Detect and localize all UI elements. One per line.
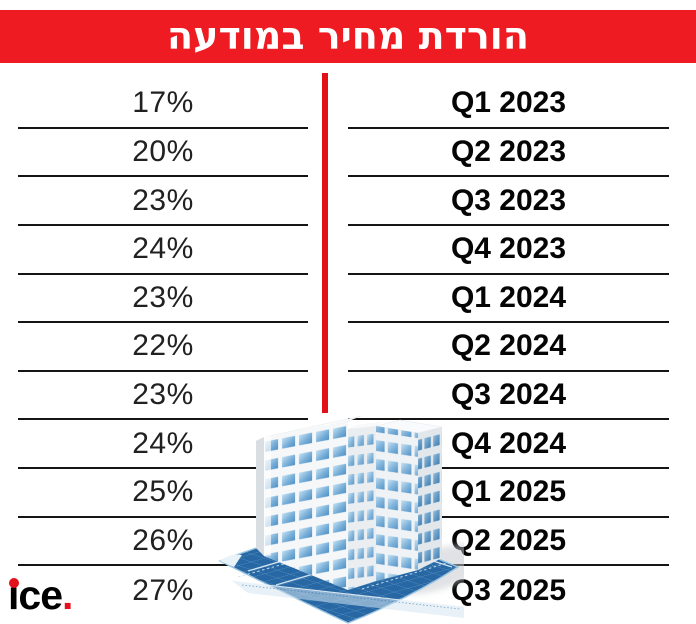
- quarter-cell: Q1 2023: [348, 80, 669, 129]
- percent-cell: 17%: [18, 80, 308, 129]
- building-illustration: [218, 415, 464, 624]
- percent-cell: 23%: [18, 275, 308, 324]
- percent-cell: 24%: [18, 420, 308, 469]
- percent-column: 17% 20% 23% 24% 23% 22% 23% 24% 25% 26% 27%: [18, 80, 308, 615]
- building-structure: [255, 415, 443, 590]
- percent-cell: 22%: [18, 323, 308, 372]
- percent-cell: 23%: [18, 372, 308, 421]
- quarter-cell: Q3 2024: [348, 372, 669, 421]
- quarter-cell: Q2 2025: [348, 518, 669, 567]
- quarter-cell: Q3 2025: [450, 573, 567, 607]
- percent-cell: 23%: [18, 177, 308, 226]
- title-banner: הורדת מחיר במודעה: [0, 10, 696, 63]
- brand-logo-period: .: [62, 572, 73, 618]
- quarter-cell: Q1 2025: [348, 469, 669, 518]
- quarter-column: Q1 2023 Q2 2023 Q3 2023 Q4 2023 Q1 2024 Q2 20…: [348, 80, 669, 615]
- quarter-cell: Q2 2024: [348, 323, 669, 372]
- percent-cell: 20%: [18, 129, 308, 178]
- page-title: הורדת מחיר במודעה: [167, 14, 529, 58]
- percent-cell: 26%: [18, 518, 308, 567]
- percent-cell: 24%: [18, 226, 308, 275]
- brand-logo: ice.: [8, 572, 73, 618]
- quarter-cell: Q3 2023: [348, 177, 669, 226]
- logo-red-dot-icon: [9, 578, 19, 588]
- percent-cell: 27%: [132, 573, 194, 607]
- center-divider-line: [322, 73, 328, 413]
- blueprint-ruler-band: [231, 580, 464, 618]
- percent-cell: 25%: [18, 469, 308, 518]
- quarter-cell: Q4 2023: [348, 226, 669, 275]
- quarter-cell: Q2 2023: [348, 129, 669, 178]
- quarter-cell: Q1 2024: [348, 275, 669, 324]
- quarter-cell: Q4 2024: [348, 420, 669, 469]
